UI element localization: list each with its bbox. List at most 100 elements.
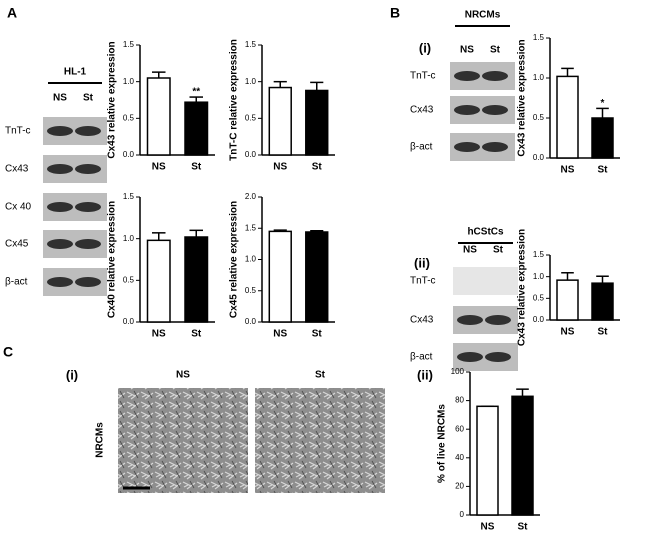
blot-band xyxy=(454,105,480,115)
significance-marker: ** xyxy=(192,87,200,98)
blot-band xyxy=(75,277,101,287)
panel-letter: C xyxy=(3,344,13,360)
blot-band xyxy=(47,202,73,212)
blot-panel-label: (ii) xyxy=(414,255,430,270)
panel-letter: B xyxy=(390,5,400,21)
y-tick-label: 0.0 xyxy=(533,153,545,162)
bar xyxy=(556,75,579,159)
x-tick-label: St xyxy=(518,522,529,533)
x-tick-label: NS xyxy=(273,329,287,340)
blot-strip xyxy=(453,267,518,295)
bar xyxy=(476,405,499,516)
y-tick-label: 0.0 xyxy=(245,150,257,159)
blot-row-label: β-act xyxy=(410,352,433,363)
blot-header: HL-1 xyxy=(64,67,87,78)
bar xyxy=(268,230,292,323)
x-tick-label: NS xyxy=(481,522,495,533)
micro-panel-label: (i) xyxy=(66,367,78,382)
y-tick-label: 1.5 xyxy=(123,192,135,201)
blot-row-label: β-act xyxy=(5,277,28,288)
blot-column-label: St xyxy=(490,45,501,56)
blot-column-label: NS xyxy=(460,45,474,56)
y-axis-label: Cx45 relative expression xyxy=(229,201,240,318)
y-tick-label: 0.5 xyxy=(533,113,545,122)
blot-band xyxy=(75,164,101,174)
blot-band xyxy=(75,239,101,249)
y-tick-label: 0.5 xyxy=(123,113,135,122)
y-tick-label: 1.0 xyxy=(123,234,135,243)
x-tick-label: St xyxy=(312,162,323,173)
bar xyxy=(556,279,579,321)
y-axis-label: Cx43 relative expression xyxy=(517,39,528,156)
blot-band xyxy=(457,315,483,325)
x-tick-label: St xyxy=(312,329,323,340)
bar xyxy=(146,239,171,323)
y-tick-label: 1.0 xyxy=(533,272,545,281)
blot-band xyxy=(482,105,508,115)
blot-column-label: St xyxy=(83,93,94,104)
y-tick-label: 2.0 xyxy=(245,192,257,201)
y-tick-label: 1.5 xyxy=(123,40,135,49)
bar xyxy=(184,101,209,156)
blot-row-label: β-act xyxy=(410,142,433,153)
y-tick-label: 0.0 xyxy=(245,317,257,326)
x-tick-label: NS xyxy=(152,329,166,340)
micrograph xyxy=(255,388,385,493)
blot-band xyxy=(485,352,511,362)
blot-band xyxy=(485,315,511,325)
blot-band xyxy=(47,164,73,174)
blot-row-label: Cx43 xyxy=(410,315,434,326)
y-tick-label: 0.5 xyxy=(533,293,545,302)
blot-row-label: Cx 40 xyxy=(5,202,32,213)
x-tick-label: NS xyxy=(273,162,287,173)
blot-band xyxy=(454,71,480,81)
x-tick-label: NS xyxy=(561,327,575,338)
y-tick-label: 1.0 xyxy=(245,77,257,86)
micro-column-label: St xyxy=(315,370,326,381)
micro-column-label: NS xyxy=(176,370,190,381)
y-axis-label: Cx40 relative expression xyxy=(107,201,118,318)
blot-column-label: St xyxy=(493,245,504,256)
bar xyxy=(591,282,614,321)
x-tick-label: St xyxy=(598,327,609,338)
y-tick-label: 1.5 xyxy=(245,40,257,49)
y-tick-label: 1.0 xyxy=(245,255,257,264)
y-tick-label: 20 xyxy=(455,482,464,491)
blot-row-label: TnT-c xyxy=(5,126,31,137)
y-tick-label: 100 xyxy=(451,367,465,376)
y-tick-label: 0.5 xyxy=(123,275,135,284)
blot-band xyxy=(47,239,73,249)
blot-row-label: Cx43 xyxy=(410,105,434,116)
y-tick-label: 0.0 xyxy=(123,317,135,326)
blot-row-label: Cx45 xyxy=(5,239,29,250)
y-axis-label: TnT-C relative expression xyxy=(229,39,240,161)
panel-letter: A xyxy=(7,5,17,21)
bar xyxy=(305,231,329,323)
significance-marker: * xyxy=(601,98,605,109)
y-tick-label: 1.0 xyxy=(533,73,545,82)
blot-band xyxy=(482,142,508,152)
blot-band xyxy=(47,277,73,287)
y-tick-label: 1.5 xyxy=(245,223,257,232)
blot-band xyxy=(75,126,101,136)
y-tick-label: 0.5 xyxy=(245,113,257,122)
blot-column-label: NS xyxy=(53,93,67,104)
x-tick-label: St xyxy=(191,329,202,340)
blot-header: hCStCs xyxy=(467,227,504,238)
bar xyxy=(591,117,614,159)
y-tick-label: 40 xyxy=(455,453,464,462)
bar xyxy=(305,89,329,156)
bar xyxy=(268,86,292,156)
y-axis-label: Cx43 relative expression xyxy=(107,41,118,158)
bar xyxy=(184,236,209,323)
blot-band xyxy=(75,202,101,212)
y-tick-label: 0.0 xyxy=(533,315,545,324)
blot-band xyxy=(457,352,483,362)
x-tick-label: St xyxy=(191,162,202,173)
y-tick-label: 1.5 xyxy=(533,250,545,259)
panel-c-ii-label: (ii) xyxy=(417,367,433,382)
bar xyxy=(146,77,171,156)
blot-row-label: TnT-c xyxy=(410,71,436,82)
blot-row-label: Cx43 xyxy=(5,164,29,175)
